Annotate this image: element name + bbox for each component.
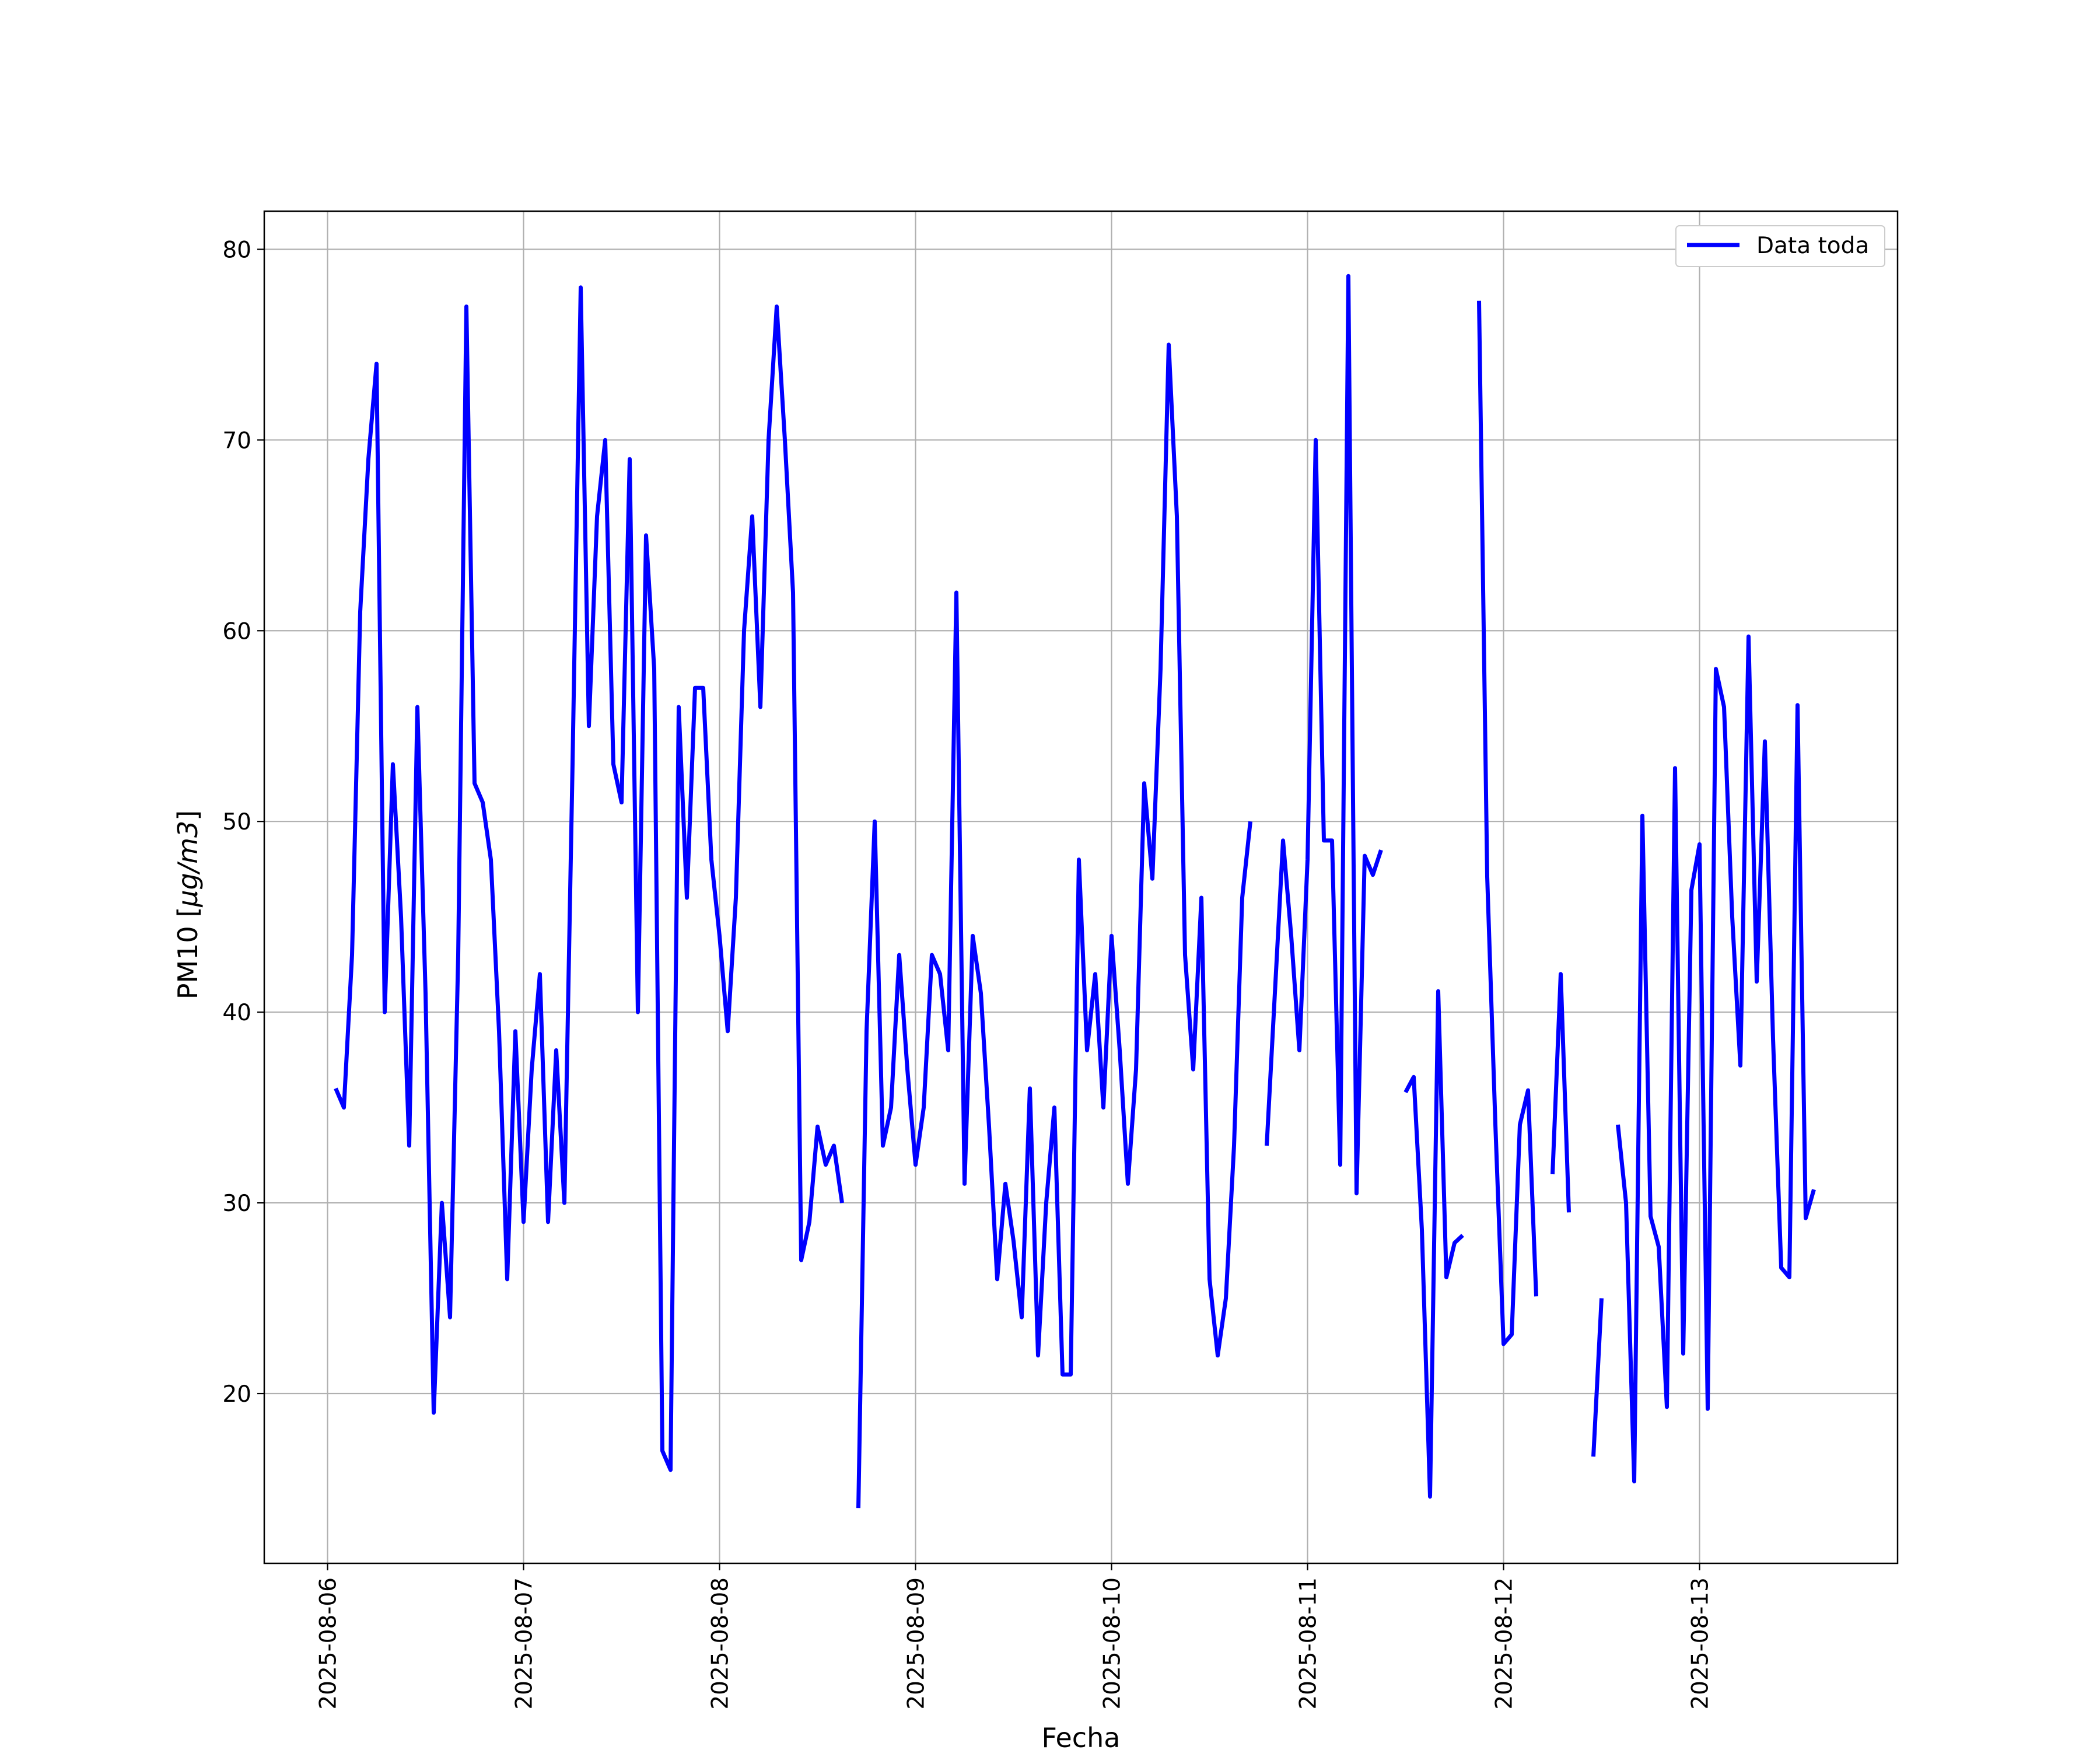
series-line-segment (334, 285, 844, 1472)
y-tick-label: 50 (222, 809, 251, 835)
y-axis-label-unit: μg/m3 (172, 821, 204, 908)
y-axis-label-text: PM10 [ (172, 907, 204, 1000)
y-axis: 20 30 40 50 60 70 80 (222, 237, 264, 1408)
series-line-segment (1591, 1298, 1604, 1457)
series-line-segment (1265, 274, 1383, 1196)
series-line-segment (1477, 300, 1538, 1346)
legend-label: Data toda (1756, 233, 1869, 259)
x-tick-label: 2025-08-12 (1492, 1577, 1518, 1710)
x-tick-label: 2025-08-06 (316, 1577, 342, 1710)
series-line-segment (856, 342, 1252, 1508)
y-tick-label: 30 (222, 1191, 251, 1217)
x-tick-label: 2025-08-08 (708, 1577, 734, 1710)
y-tick-label: 70 (222, 428, 251, 454)
series-line-segment (1404, 989, 1464, 1499)
legend-box (1675, 225, 1885, 267)
series-line-segment (1616, 634, 1816, 1483)
y-tick-label: 20 (222, 1381, 251, 1408)
y-tick-label: 80 (222, 237, 251, 263)
x-tick-label: 2025-08-07 (512, 1577, 538, 1710)
plot-frame (263, 210, 1899, 1564)
y-tick-label: 60 (222, 618, 251, 645)
series-layer (334, 274, 1816, 1508)
x-axis: 2025-08-06 2025-08-07 2025-08-08 2025-08-09… (316, 1563, 1714, 1710)
x-axis-label: Fecha (1042, 1722, 1121, 1750)
x-tick-label: 2025-08-10 (1100, 1577, 1126, 1710)
legend: Data toda (1675, 225, 1885, 267)
y-tick-label: 40 (222, 1000, 251, 1026)
x-tick-label: 2025-08-09 (904, 1577, 930, 1710)
y-axis-label: PM10 [μg/m3] (172, 810, 204, 1000)
y-axis-label-close: ] (172, 810, 204, 821)
x-tick-label: 2025-08-11 (1296, 1577, 1322, 1710)
series-line-segment (1550, 972, 1571, 1213)
x-tick-label: 2025-08-13 (1688, 1577, 1714, 1710)
